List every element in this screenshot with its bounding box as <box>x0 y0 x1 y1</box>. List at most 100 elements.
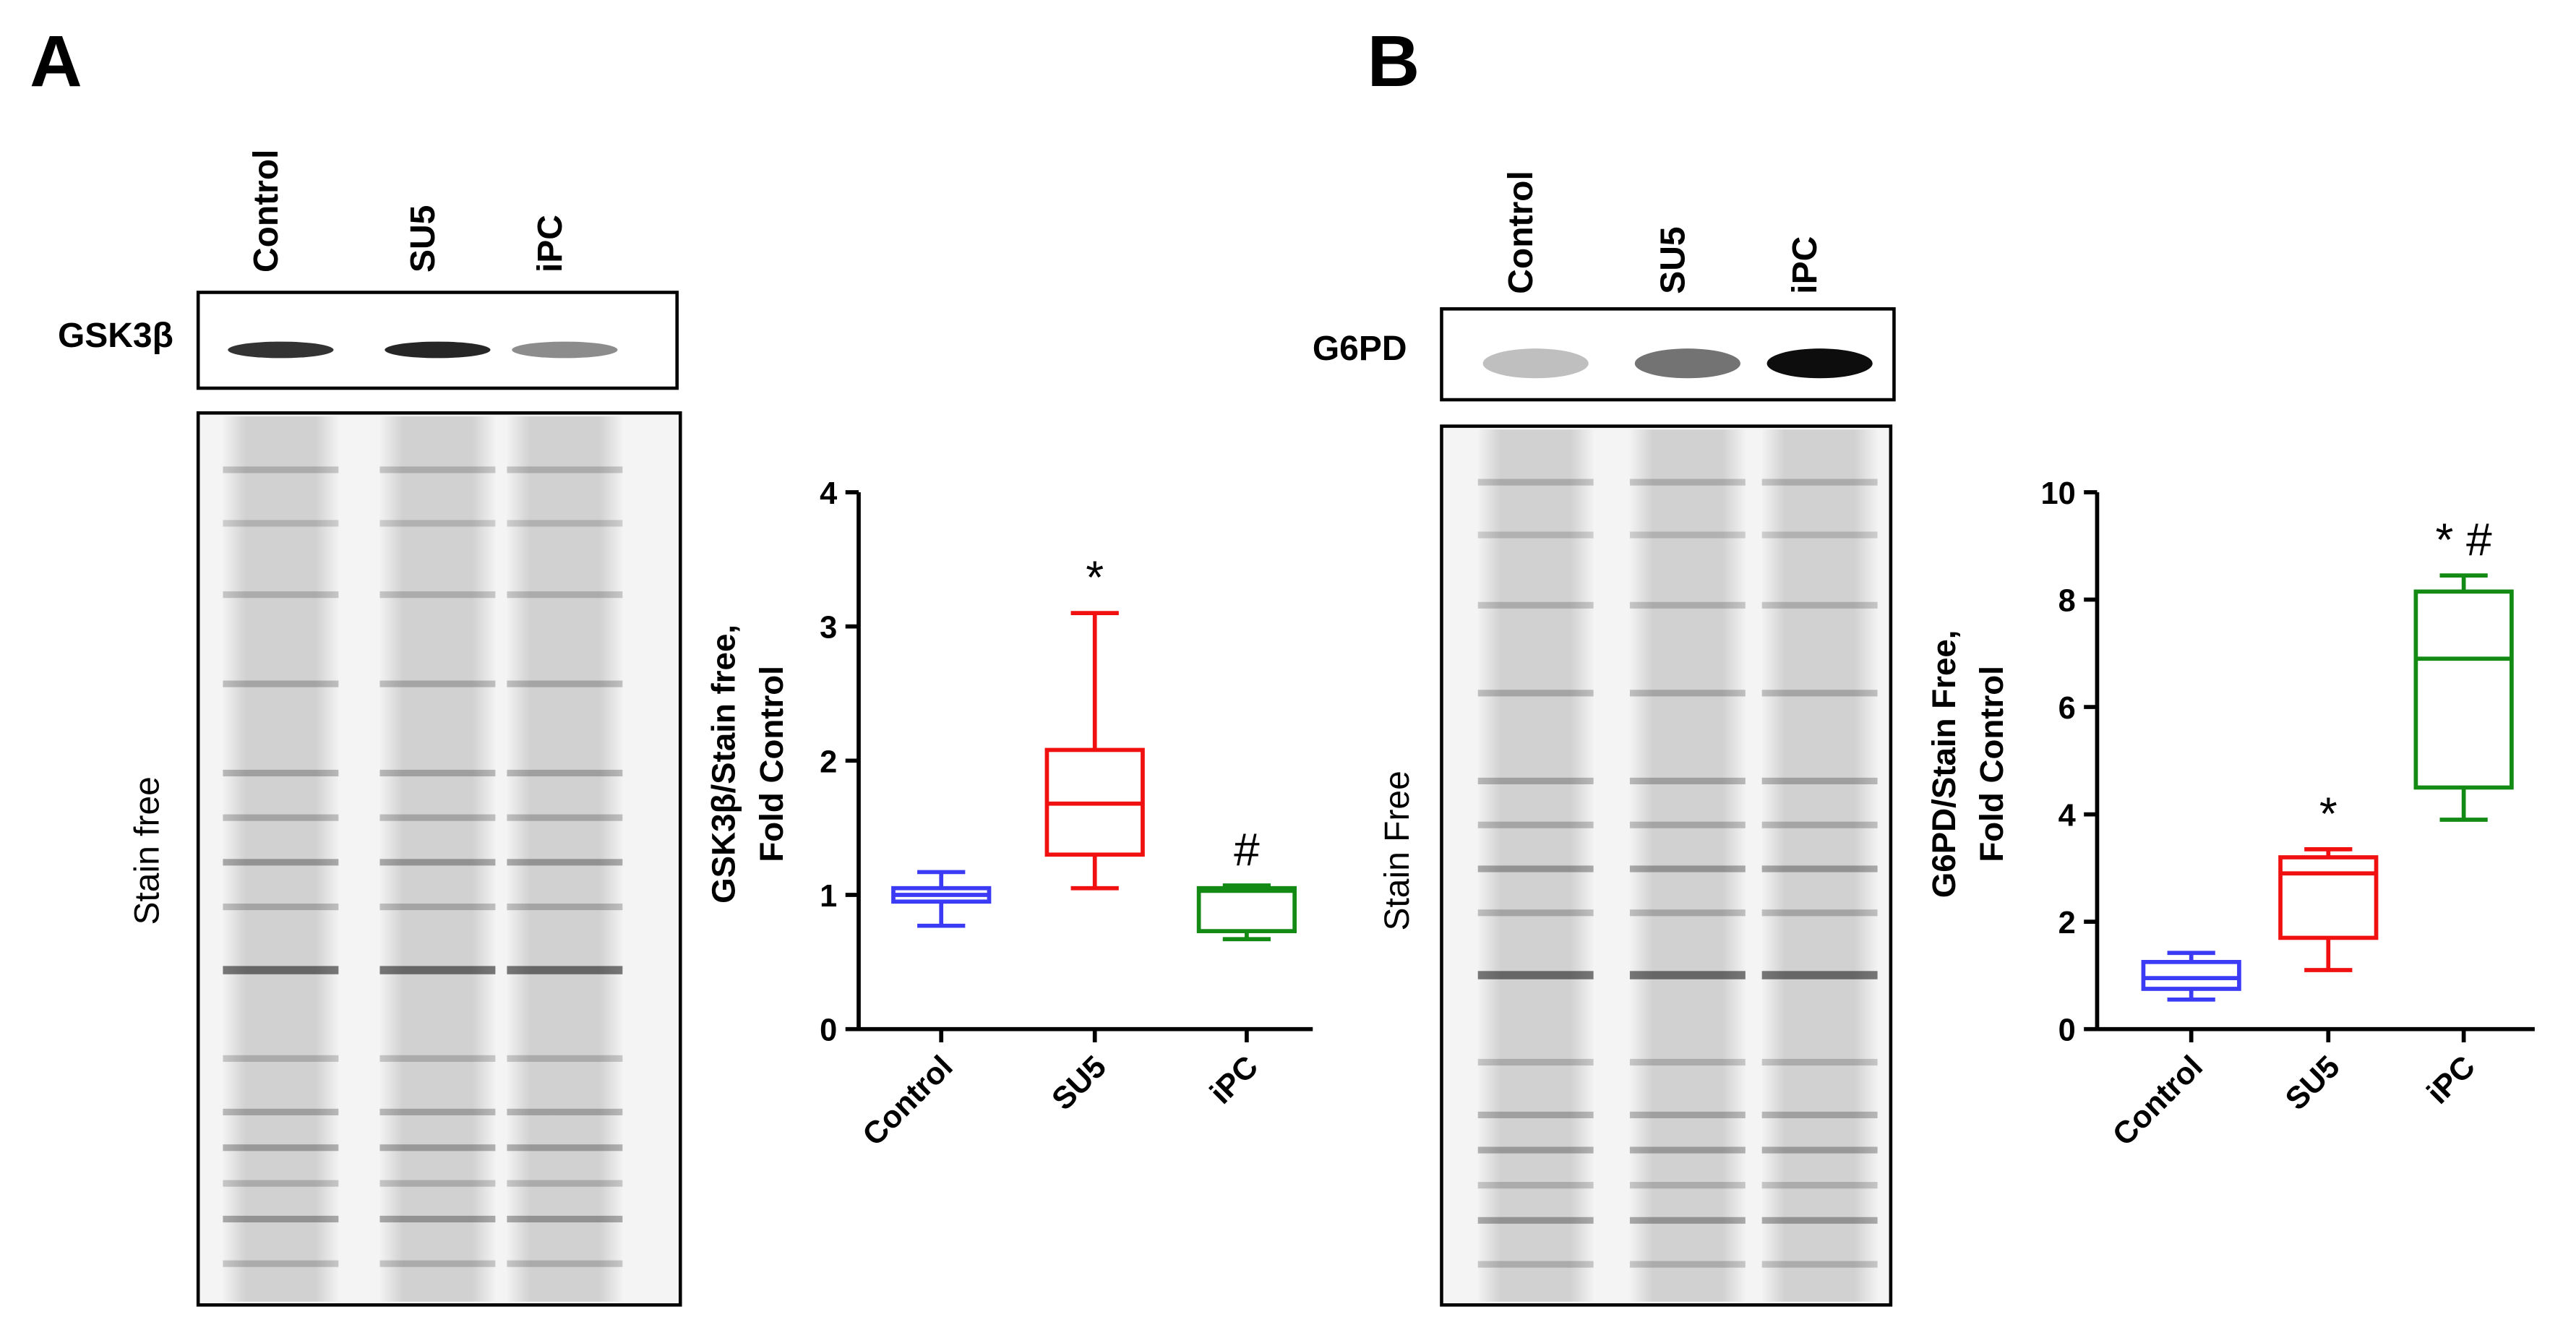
blot-band <box>228 341 334 359</box>
stain-lane <box>1761 429 1878 1302</box>
stain-band <box>223 1180 339 1187</box>
stain-band <box>1629 601 1746 609</box>
stain-band <box>507 1108 623 1115</box>
stain-band <box>223 1260 339 1267</box>
stain-band <box>507 1144 623 1152</box>
y-tick-label: 0 <box>820 1013 837 1048</box>
stain-band <box>507 1260 623 1267</box>
stain-band <box>1629 1058 1746 1066</box>
stain-band <box>1629 1182 1746 1189</box>
stain-band <box>1761 971 1878 979</box>
stain-band <box>379 903 496 911</box>
stain-band <box>1761 1146 1878 1154</box>
stain-band <box>1761 1111 1878 1118</box>
y-tick-label: 6 <box>2058 691 2076 726</box>
lane-label: Control <box>247 150 285 273</box>
panel-label: B <box>1368 21 1420 102</box>
stain-band <box>1477 690 1594 697</box>
x-tick-label: iPC <box>2421 1050 2482 1111</box>
stain-band <box>379 769 496 777</box>
stain-band <box>1629 777 1746 785</box>
box <box>1196 885 1297 933</box>
stain-band <box>1629 690 1746 697</box>
stain-band <box>1477 1058 1594 1066</box>
y-tick-label: 8 <box>2058 584 2076 619</box>
y-tick-label: 3 <box>820 611 837 646</box>
stain-band <box>507 1215 623 1223</box>
stain-band <box>223 1055 339 1062</box>
blot-band <box>1482 348 1589 379</box>
stain-band <box>1629 1217 1746 1224</box>
stain-band <box>379 1260 496 1267</box>
stain-band <box>507 466 623 473</box>
stain-band <box>1477 1111 1594 1118</box>
stain-band <box>1477 971 1594 979</box>
stain-band <box>223 466 339 473</box>
stain-band <box>223 1215 339 1223</box>
x-tick-label: SU5 <box>1045 1050 1113 1118</box>
stain-band <box>507 769 623 777</box>
stain-band <box>1477 909 1594 917</box>
y-tick-label: 1 <box>820 879 837 914</box>
box <box>2413 589 2514 790</box>
y-axis-label: G6PD/Stain Free, <box>1925 630 1962 899</box>
stain-band <box>379 1144 496 1152</box>
stain-band <box>1629 821 1746 828</box>
annotation: * # <box>2436 514 2493 566</box>
blot-label: G6PD <box>1313 330 1407 368</box>
y-tick-label: 4 <box>820 476 837 511</box>
stain-band <box>1477 777 1594 785</box>
x-tick-label: SU5 <box>2279 1050 2347 1118</box>
stain-band <box>1761 690 1878 697</box>
stain-band <box>379 466 496 473</box>
stain-band <box>223 859 339 866</box>
y-tick-label: 2 <box>820 745 837 779</box>
stain-lane <box>379 416 496 1302</box>
lane-label: iPC <box>531 215 570 273</box>
stain-band <box>507 1180 623 1187</box>
stain-band <box>1477 1146 1594 1154</box>
annotation: * <box>1086 552 1104 604</box>
stain-band <box>1629 865 1746 872</box>
stain-band <box>379 1108 496 1115</box>
stain-band <box>1629 971 1746 979</box>
stain-band <box>1761 909 1878 917</box>
y-tick-label: 4 <box>2058 799 2076 833</box>
stain-band <box>1477 601 1594 609</box>
stain-band <box>507 591 623 599</box>
stain-band <box>1761 821 1878 828</box>
stain-band <box>1477 1261 1594 1268</box>
y-tick-label: 0 <box>2058 1013 2076 1048</box>
stain-band <box>223 1144 339 1152</box>
annotation: * <box>2319 787 2337 839</box>
stain-band <box>223 680 339 687</box>
stain-band <box>379 966 496 974</box>
stain-band <box>1629 1146 1746 1154</box>
stain-band <box>1477 1217 1594 1224</box>
stain-band <box>379 1215 496 1223</box>
stain-band <box>1477 531 1594 539</box>
y-axis-label: Fold Control <box>1973 666 2010 862</box>
stain-band <box>1761 1261 1878 1268</box>
panel-label: A <box>30 21 82 102</box>
y-axis-label: Fold Control <box>753 666 790 862</box>
stain-band <box>507 520 623 527</box>
stain-band <box>1629 1261 1746 1268</box>
blot-band <box>385 341 491 359</box>
stain-label: Stain free <box>128 776 166 925</box>
blot-frame <box>196 291 679 390</box>
stain-band <box>1761 777 1878 785</box>
stain-band <box>223 591 339 599</box>
stain-band <box>1629 479 1746 486</box>
blot-band <box>1634 348 1740 379</box>
stain-band <box>223 1108 339 1115</box>
stain-label: Stain Free <box>1378 771 1417 930</box>
stain-lane <box>1477 429 1594 1302</box>
stain-band <box>1761 1058 1878 1066</box>
lane-label: Control <box>1502 171 1540 294</box>
stain-band <box>223 966 339 974</box>
stain-band <box>223 814 339 821</box>
stain-band <box>1477 479 1594 486</box>
stain-band <box>1761 479 1878 486</box>
